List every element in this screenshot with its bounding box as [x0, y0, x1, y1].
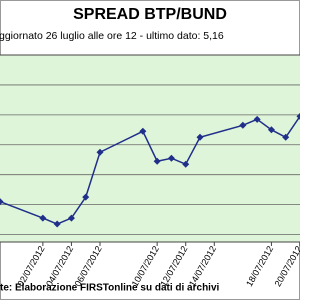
chart: SPREAD BTP/BUND ggiornato 26 luglio alle… — [0, 0, 300, 300]
chart-title: SPREAD BTP/BUND — [73, 6, 227, 23]
marker — [39, 214, 47, 222]
marker — [0, 198, 4, 206]
marker — [253, 115, 261, 123]
marker — [282, 133, 290, 141]
marker — [67, 214, 75, 222]
source-note: te: Elaborazione FIRSTonline su dati di … — [0, 283, 220, 294]
marker — [167, 154, 175, 162]
marker — [182, 160, 190, 168]
marker — [53, 220, 61, 228]
marker — [296, 112, 300, 120]
marker — [82, 193, 90, 201]
marker — [153, 157, 161, 165]
plot-area — [0, 54, 300, 243]
marker — [139, 127, 147, 135]
line — [0, 115, 300, 225]
marker — [267, 126, 275, 134]
marker — [239, 121, 247, 129]
chart-subtitle: ggiornato 26 luglio alle ore 12 - ultimo… — [0, 30, 224, 42]
marker — [196, 133, 204, 141]
marker — [96, 148, 104, 156]
